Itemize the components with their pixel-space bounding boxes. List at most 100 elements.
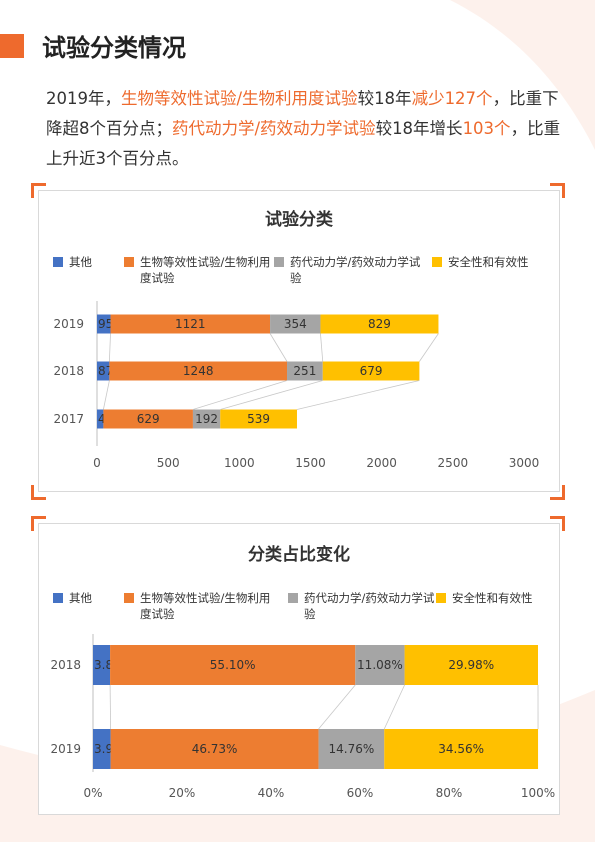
series-connector bbox=[269, 333, 288, 362]
x-tick-label: 2500 bbox=[438, 456, 469, 470]
y-tick-label: 2019 bbox=[50, 742, 81, 756]
legend-label: 生物等效性试验/生物利用 bbox=[140, 255, 270, 269]
bar-segment bbox=[93, 645, 111, 685]
x-tick-label: 1000 bbox=[224, 456, 255, 470]
series-connector bbox=[320, 333, 324, 362]
chart-title: 试验分类 bbox=[265, 209, 334, 230]
legend-label: 药代动力学/药效动力学试 bbox=[290, 255, 421, 269]
intro-text: 2019年， bbox=[46, 89, 121, 108]
legend-label: 度试验 bbox=[140, 271, 175, 285]
legend-label: 安全性和有效性 bbox=[448, 255, 529, 269]
series-connector bbox=[108, 333, 111, 362]
bar-segment bbox=[318, 729, 385, 769]
bar-segment bbox=[103, 409, 193, 429]
data-label: 55.10% bbox=[210, 658, 256, 672]
series-connector bbox=[419, 333, 439, 362]
legend-swatch bbox=[436, 593, 446, 603]
intro-text: ，比重上升近3个百分点。 bbox=[46, 119, 561, 168]
bar-segment bbox=[322, 361, 420, 381]
intro-paragraph: 2019年，生物等效性试验/生物利用度试验较18年减少127个，比重下降超8个百… bbox=[46, 84, 566, 174]
x-tick-label: 20% bbox=[169, 786, 196, 800]
data-label: 1248 bbox=[183, 364, 214, 378]
highlight-text: 生物等效性试验/生物利用度试验 bbox=[121, 89, 358, 108]
legend-swatch bbox=[288, 593, 298, 603]
bar-segment bbox=[97, 314, 111, 334]
legend-swatch bbox=[53, 257, 63, 267]
series-connector bbox=[192, 380, 288, 410]
corner-bracket bbox=[550, 183, 565, 198]
intro-text: 较18年增长 bbox=[375, 119, 463, 138]
data-label: 34.56% bbox=[438, 742, 484, 756]
highlight-text: 减少127个 bbox=[411, 89, 493, 108]
legend-swatch bbox=[274, 257, 284, 267]
bar-segment bbox=[355, 645, 405, 685]
bar-segment bbox=[110, 729, 319, 769]
data-label: 11.08% bbox=[357, 658, 403, 672]
corner-bracket bbox=[31, 183, 46, 198]
series-connector bbox=[220, 380, 323, 410]
y-tick-label: 2017 bbox=[53, 412, 84, 426]
series-connector bbox=[383, 684, 405, 730]
bar-segment bbox=[93, 729, 111, 769]
section-header: 试验分类情况 bbox=[0, 26, 595, 66]
bar-segment bbox=[270, 314, 321, 334]
bar-segment bbox=[384, 729, 539, 769]
chart-card-share-change: 分类占比变化 其他 生物等效性试验/生物利用 度试验 药代动力学/药效动力学试验 安全性和… bbox=[38, 523, 560, 815]
bar-segment bbox=[287, 361, 323, 381]
legend-swatch bbox=[124, 257, 134, 267]
highlight-text: 103个 bbox=[462, 119, 511, 138]
highlight-text: 药代动力学/药效动力学试验 bbox=[172, 119, 376, 138]
legend-label: 生物等效性试验/生物利用 bbox=[140, 591, 270, 605]
bar-segment bbox=[110, 645, 356, 685]
data-label: 29.98% bbox=[448, 658, 494, 672]
data-label: 251 bbox=[293, 364, 316, 378]
x-tick-label: 0 bbox=[93, 456, 101, 470]
x-tick-label: 2000 bbox=[366, 456, 397, 470]
series-connector bbox=[109, 684, 112, 730]
x-tick-label: 80% bbox=[436, 786, 463, 800]
data-label: 95 bbox=[98, 317, 113, 331]
legend-label: 验 bbox=[304, 607, 316, 621]
legend-swatch bbox=[53, 593, 63, 603]
x-tick-label: 1500 bbox=[295, 456, 326, 470]
bar-segment bbox=[110, 314, 271, 334]
data-label: 14.76% bbox=[329, 742, 375, 756]
intro-text: 较18年 bbox=[357, 89, 412, 108]
bar-segment bbox=[404, 645, 538, 685]
x-tick-label: 500 bbox=[157, 456, 180, 470]
corner-bracket bbox=[550, 485, 565, 500]
corner-bracket bbox=[31, 485, 46, 500]
legend-swatch bbox=[432, 257, 442, 267]
series-connector bbox=[318, 684, 356, 730]
x-tick-label: 100% bbox=[521, 786, 555, 800]
bar-segment bbox=[109, 361, 288, 381]
corner-bracket bbox=[550, 516, 565, 531]
legend-label: 其他 bbox=[69, 591, 92, 605]
x-tick-label: 60% bbox=[347, 786, 374, 800]
data-label: 46.73% bbox=[192, 742, 238, 756]
x-tick-label: 3000 bbox=[509, 456, 540, 470]
y-tick-label: 2019 bbox=[53, 317, 84, 331]
series-connector bbox=[296, 380, 420, 410]
legend-swatch bbox=[124, 593, 134, 603]
legend-label: 验 bbox=[290, 271, 302, 285]
bar-segment bbox=[192, 409, 221, 429]
data-label: 192 bbox=[195, 412, 218, 426]
legend-label: 其他 bbox=[69, 255, 92, 269]
data-label: 629 bbox=[137, 412, 160, 426]
legend-label: 安全性和有效性 bbox=[452, 591, 533, 605]
series-connector bbox=[103, 380, 110, 410]
bar-segment bbox=[320, 314, 439, 334]
bar-segment bbox=[97, 361, 110, 381]
x-tick-label: 40% bbox=[258, 786, 285, 800]
data-label: 1121 bbox=[175, 317, 206, 331]
page-title: 试验分类情况 bbox=[42, 34, 186, 62]
data-label: 539 bbox=[247, 412, 270, 426]
data-label: 829 bbox=[368, 317, 391, 331]
data-label: 679 bbox=[360, 364, 383, 378]
legend-label: 药代动力学/药效动力学试 bbox=[304, 591, 435, 605]
header-accent-bar bbox=[0, 34, 24, 58]
corner-bracket bbox=[31, 516, 46, 531]
